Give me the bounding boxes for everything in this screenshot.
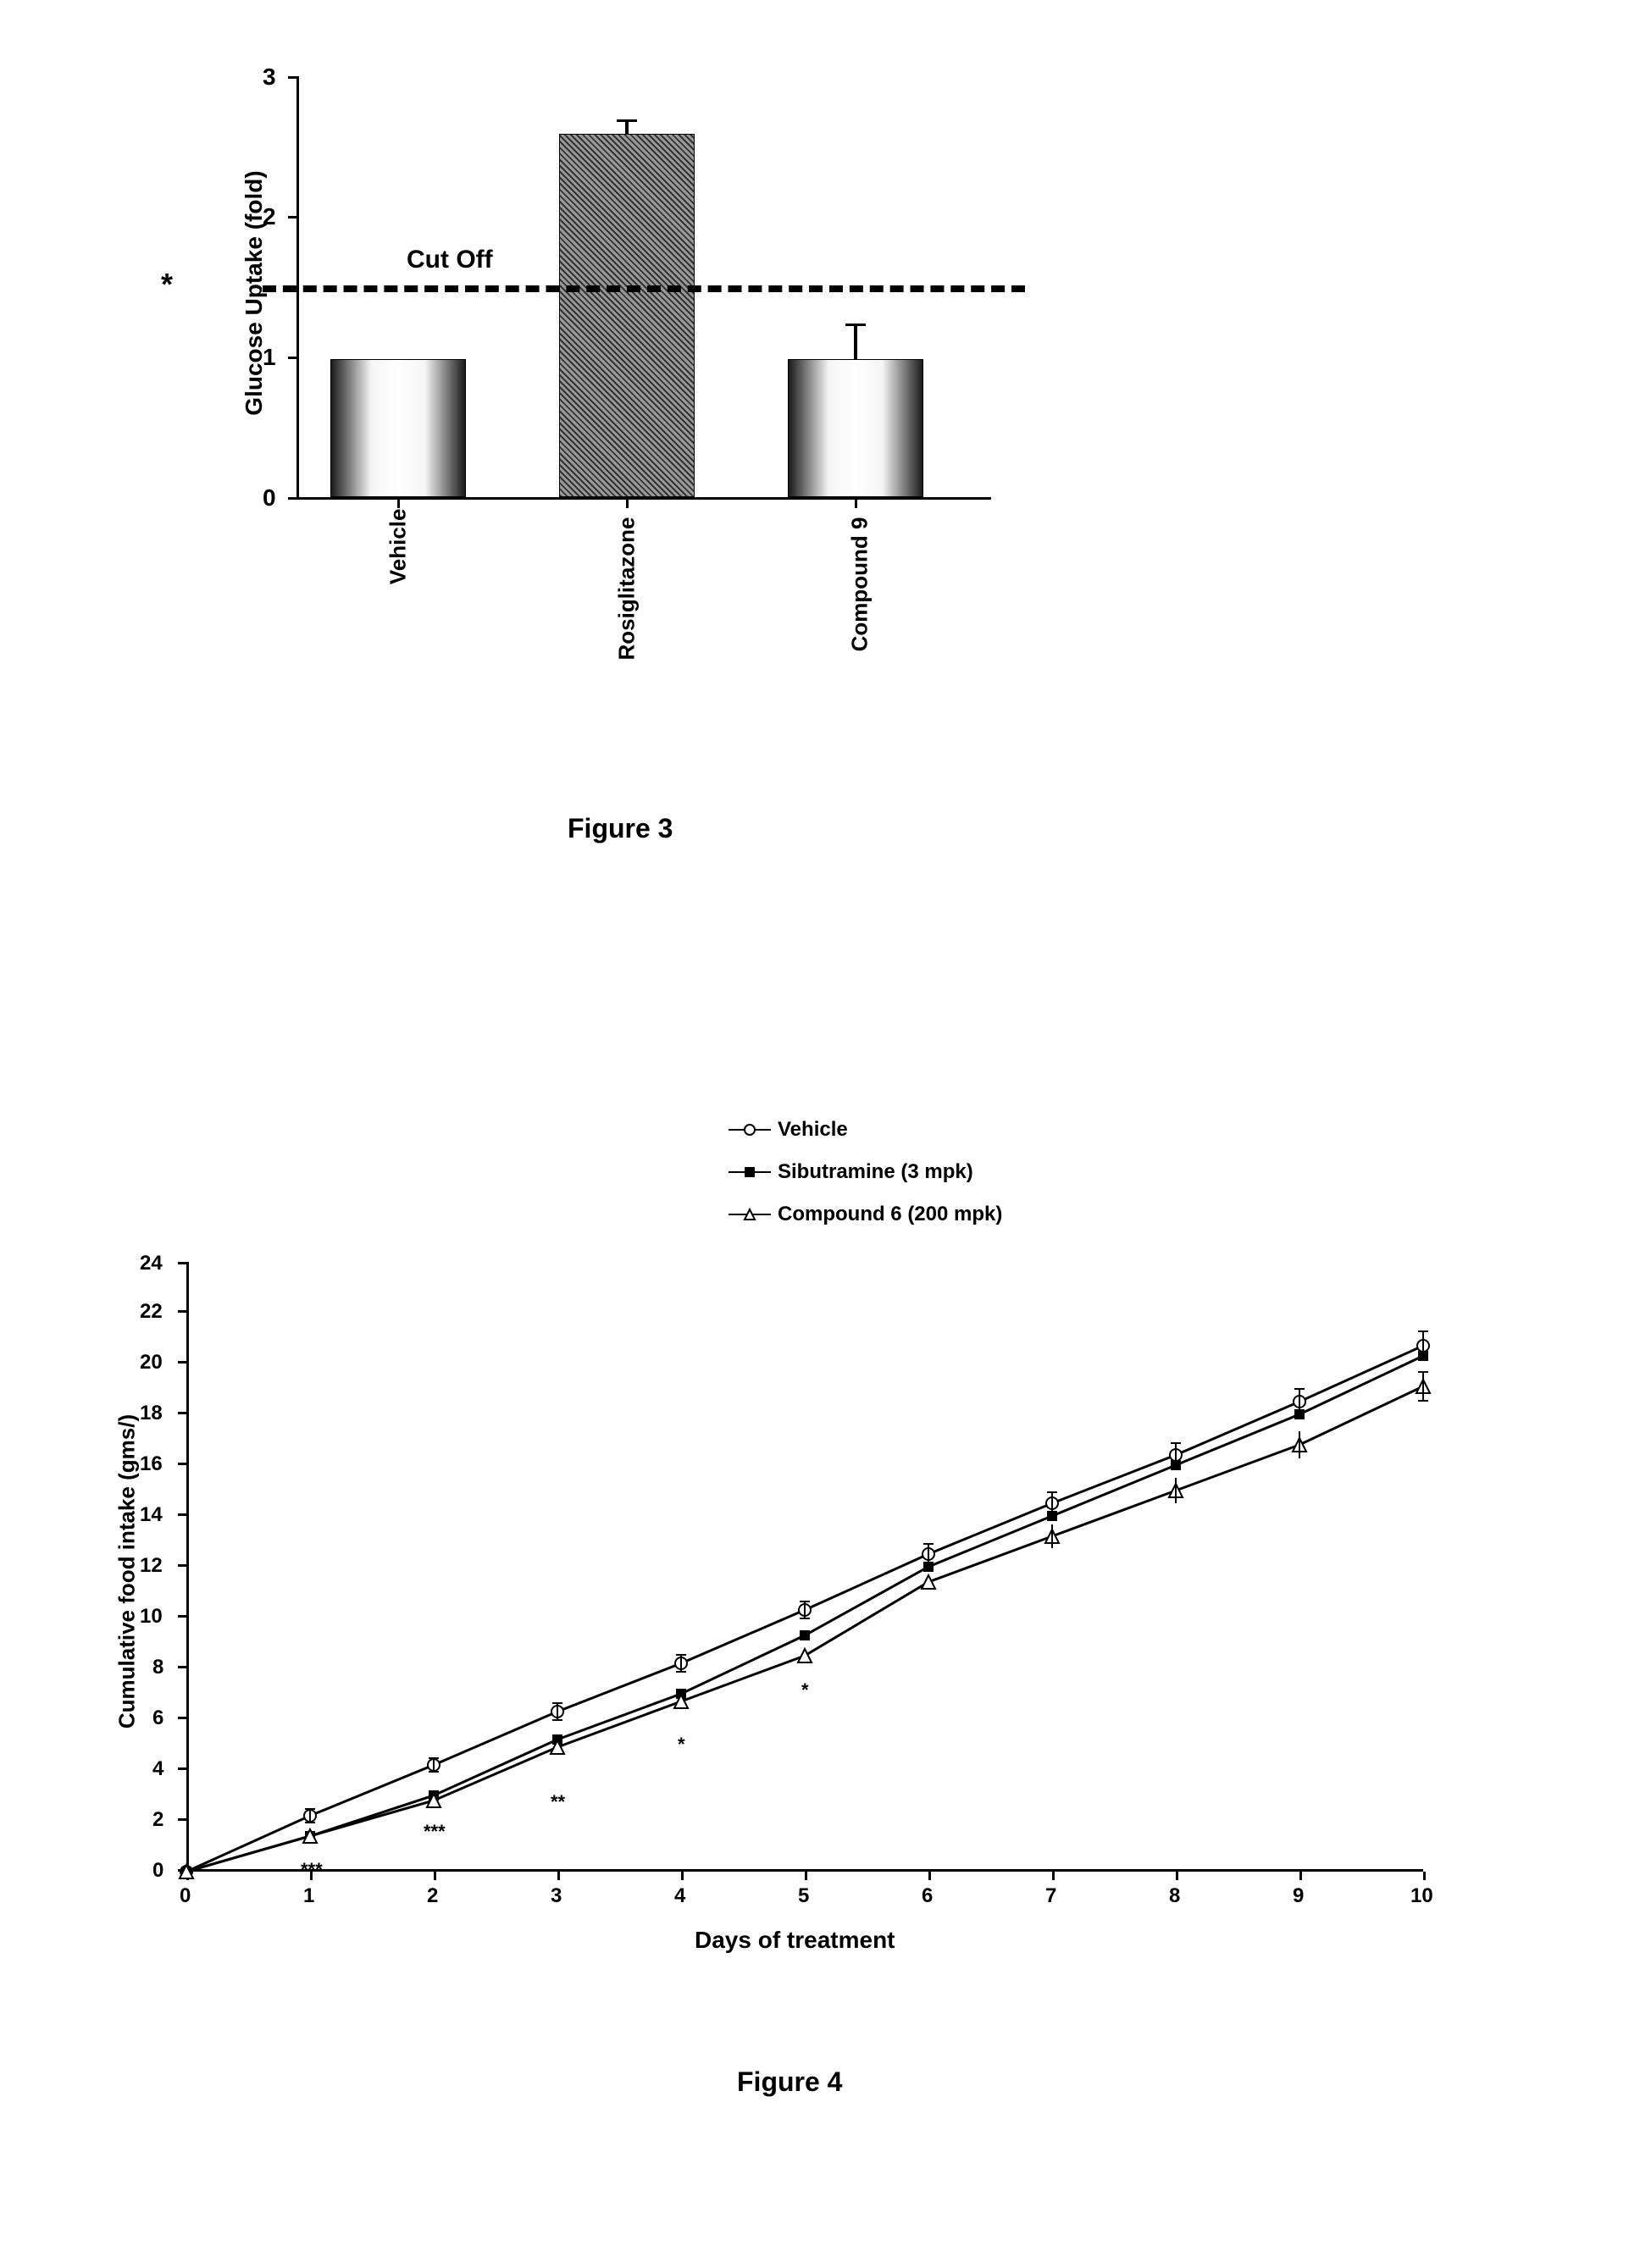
legend-marker-sibutramine [729, 1171, 771, 1173]
figure4-xtl-5: 5 [798, 1884, 809, 1908]
figure4-xtl-4: 4 [674, 1884, 685, 1908]
figure4-xtl-6: 6 [922, 1884, 933, 1908]
figure4-ytl-2: 4 [152, 1757, 163, 1781]
figure4-sig-3: ** [551, 1791, 565, 1813]
figure4-sig-4: * [678, 1734, 685, 1756]
figure4-ytl-5: 10 [140, 1605, 163, 1629]
figure4-ytl-8: 16 [140, 1452, 163, 1476]
figure4-ytl-1: 2 [152, 1808, 163, 1832]
figure4-sig-1: *** [301, 1859, 323, 1881]
figure4-ytl-7: 14 [140, 1503, 163, 1527]
figure4-ytl-4: 8 [152, 1656, 163, 1679]
figure4-xtl-9: 9 [1293, 1884, 1304, 1908]
legend-label-sibutramine: Sibutramine (3 mpk) [778, 1160, 973, 1184]
figure4-xtl-7: 7 [1045, 1884, 1056, 1908]
figure4-ylabel: Cumulative food intake (gms/) [114, 1402, 141, 1741]
figure4-line-compound6 [186, 1386, 1423, 1872]
legend-marker-compound6 [729, 1214, 771, 1215]
figure4-sig-5: * [801, 1679, 809, 1701]
figure4-ytl-6: 12 [140, 1554, 163, 1578]
legend-label-compound6: Compound 6 (200 mpk) [778, 1203, 1002, 1226]
figure4-legend-vehicle: Vehicle [729, 1118, 848, 1142]
figure4-chart: 0 2 4 6 8 10 12 14 16 18 20 22 24 0 1 2 … [186, 1262, 1423, 1872]
figure4-ytl-12: 24 [140, 1252, 163, 1275]
figure-4: Vehicle Sibutramine (3 mpk) Compound 6 (… [0, 0, 1237, 610]
circle-open-icon [743, 1123, 756, 1137]
figure4-xtl-0: 0 [180, 1884, 191, 1908]
figure4-ytl-10: 20 [140, 1351, 163, 1375]
legend-label-vehicle: Vehicle [778, 1118, 848, 1142]
figure4-ytl-11: 22 [140, 1300, 163, 1324]
figure4-xtl-2: 2 [427, 1884, 438, 1908]
figure4-ytl-9: 18 [140, 1402, 163, 1425]
square-filled-icon [744, 1166, 756, 1178]
legend-marker-vehicle [729, 1129, 771, 1131]
figure4-legend-compound6: Compound 6 (200 mpk) [729, 1203, 1002, 1226]
figure3-caption: Figure 3 [568, 813, 673, 844]
figure4-markers-compound6 [180, 1380, 1430, 1878]
figure4-xtl-8: 8 [1169, 1884, 1180, 1908]
figure4-ytl-0: 0 [152, 1859, 163, 1883]
triangle-open-icon [743, 1208, 756, 1221]
figure4-xtl-3: 3 [551, 1884, 562, 1908]
figure4-lines-svg [178, 1253, 1432, 1880]
figure4-xtl-10: 10 [1410, 1884, 1433, 1908]
figure4-xtl-1: 1 [303, 1884, 314, 1908]
figure4-xlabel: Days of treatment [695, 1927, 895, 1954]
figure4-ytl-3: 6 [152, 1707, 163, 1730]
figure4-sig-2: *** [424, 1821, 446, 1843]
figure4-legend-sibutramine: Sibutramine (3 mpk) [729, 1160, 973, 1184]
figure4-caption: Figure 4 [737, 2066, 842, 2098]
